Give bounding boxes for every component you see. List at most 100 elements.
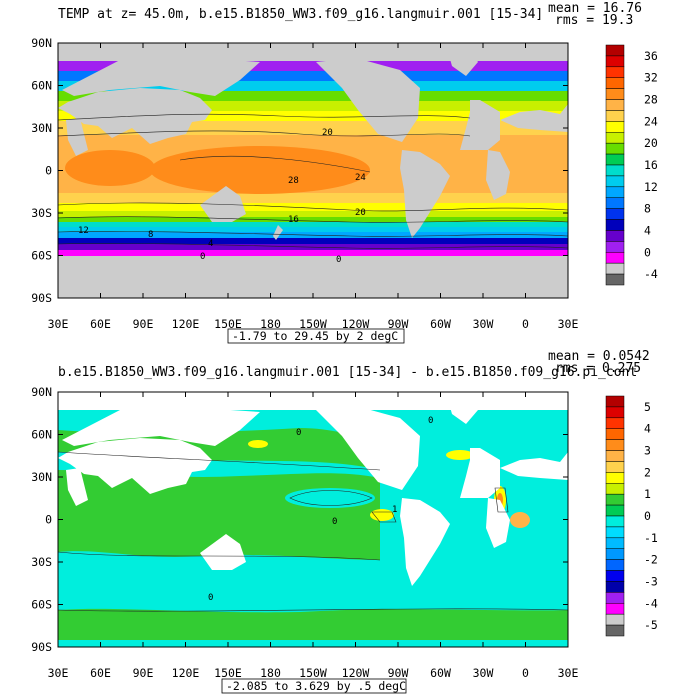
- y-axis-bottom: 90N 60N 30N 0 30S 60S 90S: [31, 385, 568, 654]
- x-tick-label: 60W: [430, 317, 451, 331]
- colorbar-label: -2: [644, 553, 658, 567]
- x-tick-label: 30W: [473, 666, 494, 680]
- x-tick-label: 60W: [430, 666, 451, 680]
- x-tick-label: 30E: [558, 666, 579, 680]
- stat-mean: mean = 16.76: [548, 1, 642, 16]
- colorbar-label: 32: [644, 71, 658, 85]
- x-tick-label: 180: [260, 666, 281, 680]
- colorbar-swatch: [605, 450, 625, 462]
- panel-top: TEMP at z= 45.0m, b.e15.B1850_WW3.f09_g1…: [31, 1, 658, 344]
- colorbar-swatch: [605, 603, 625, 615]
- colorbar-label: 12: [644, 180, 658, 194]
- contours-bottom: [57, 451, 569, 612]
- colorbar-swatch: [605, 624, 625, 637]
- stat-rms: rms = 19.3: [555, 13, 633, 28]
- y-tick-label: 60N: [31, 428, 52, 442]
- colorbar-swatch: [605, 186, 625, 198]
- x-tick-label: 180: [260, 317, 281, 331]
- y-tick-label: 60N: [31, 79, 52, 93]
- x-tick-label: 150W: [299, 666, 327, 680]
- colorbar-swatch: [605, 493, 625, 506]
- y-tick-label: 0: [45, 513, 52, 527]
- colorbar-swatch: [605, 55, 625, 68]
- colorbar-swatch: [605, 175, 625, 188]
- colorbar-swatch: [605, 241, 625, 253]
- colorbar-swatch: [605, 153, 625, 166]
- chart-title: b.e15.B1850_WW3.f09_g16.langmuir.001 [15…: [58, 365, 637, 380]
- x-tick-label: 30W: [473, 317, 494, 331]
- colorbar-swatch: [605, 439, 625, 451]
- colorbar-swatch: [605, 88, 625, 100]
- y-tick-label: 90S: [31, 291, 52, 305]
- colorbar-swatch: [605, 504, 625, 517]
- colorbar-swatch: [605, 142, 625, 155]
- colorbar-label: 28: [644, 93, 658, 107]
- contour-labels-top: 20 28 24 20 16 12 8 4 0 0: [78, 128, 366, 265]
- colorbar-swatch: [605, 99, 625, 111]
- colorbar-label: 0: [644, 245, 651, 259]
- svg-text:28: 28: [288, 176, 299, 186]
- colorbar-swatch: [605, 581, 625, 593]
- colorbar-swatch: [605, 537, 625, 549]
- x-tick-label: 120W: [342, 317, 370, 331]
- colorbar-swatch: [605, 395, 625, 408]
- colorbar-bottom: 5 4 3 2 1 0 -1 -2 -3 -4 -5: [605, 395, 658, 637]
- svg-text:20: 20: [355, 208, 366, 218]
- x-tick-label: 150E: [214, 317, 242, 331]
- x-tick-label: 90W: [388, 317, 409, 331]
- y-tick-label: 60S: [31, 249, 52, 263]
- colorbar-swatch: [605, 428, 625, 440]
- stat-rms: rms = 0.275: [555, 361, 641, 376]
- svg-text:0: 0: [332, 517, 337, 527]
- y-tick-label: 60S: [31, 598, 52, 612]
- colorbar-top: 36 32 28 24 20 16 12 8 4 0 -4: [605, 44, 658, 286]
- colorbar-swatch: [605, 526, 625, 539]
- colorbar-label: -5: [644, 618, 658, 632]
- svg-text:4: 4: [208, 239, 213, 249]
- contours-top: [57, 113, 569, 249]
- x-tick-label: 30E: [558, 317, 579, 331]
- colorbar-swatch: [605, 230, 625, 242]
- range-note: -1.79 to 29.45 by 2 degC: [232, 329, 398, 343]
- colorbar-label: 20: [644, 136, 658, 150]
- y-tick-label: 0: [45, 164, 52, 178]
- colorbar-swatch: [605, 548, 625, 560]
- x-tick-label: 120E: [172, 666, 200, 680]
- colorbar-swatch: [605, 197, 625, 209]
- colorbar-swatch: [605, 461, 625, 473]
- colorbar-swatch: [605, 262, 625, 275]
- x-tick-label: 90E: [133, 666, 154, 680]
- colorbar-swatch: [605, 132, 625, 144]
- colorbar-label: 4: [644, 223, 651, 237]
- stat-mean: mean = 0.0542: [548, 349, 650, 364]
- x-tick-label: 0: [522, 666, 529, 680]
- y-tick-label: 90N: [31, 385, 52, 399]
- svg-text:0: 0: [428, 416, 433, 426]
- x-tick-label: 30E: [48, 666, 69, 680]
- x-tick-label: 30E: [48, 317, 69, 331]
- colorbar-swatch: [605, 219, 625, 231]
- x-tick-label: 150E: [214, 666, 242, 680]
- chart-title: TEMP at z= 45.0m, b.e15.B1850_WW3.f09_g1…: [58, 7, 543, 22]
- range-note: -2.085 to 3.629 by .5 degC: [226, 679, 406, 693]
- colorbar-swatch: [605, 164, 625, 177]
- colorbar-swatch: [605, 417, 625, 429]
- colorbar-swatch: [605, 592, 625, 604]
- colorbar-swatch: [605, 77, 625, 89]
- y-tick-label: 30N: [31, 121, 52, 135]
- svg-text:1: 1: [392, 505, 397, 515]
- y-tick-label: 90N: [31, 36, 52, 50]
- x-tick-label: 60E: [90, 666, 111, 680]
- colorbar-swatch: [605, 483, 625, 495]
- colorbar-swatch: [605, 110, 625, 122]
- colorbar-swatch: [605, 252, 625, 264]
- x-tick-label: 90W: [388, 666, 409, 680]
- colorbar-label: 5: [644, 400, 651, 414]
- contour-labels-bottom: 0 0 1 0 0: [208, 416, 433, 603]
- colorbar-label: 24: [644, 114, 658, 128]
- colorbar-label: 8: [644, 202, 651, 216]
- x-tick-label: 120W: [342, 666, 370, 680]
- colorbar-swatch: [605, 208, 625, 220]
- colorbar-label: 1: [644, 487, 651, 501]
- colorbar-label: -4: [644, 596, 658, 610]
